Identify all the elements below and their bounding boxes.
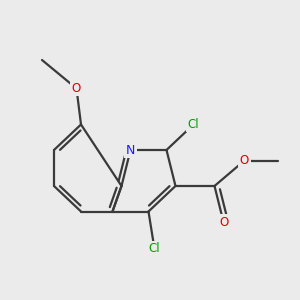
Text: N: N [126,143,135,157]
Text: O: O [240,154,249,167]
Text: O: O [219,215,228,229]
Text: O: O [72,82,81,95]
Text: Cl: Cl [149,242,160,256]
Text: Cl: Cl [188,118,199,131]
